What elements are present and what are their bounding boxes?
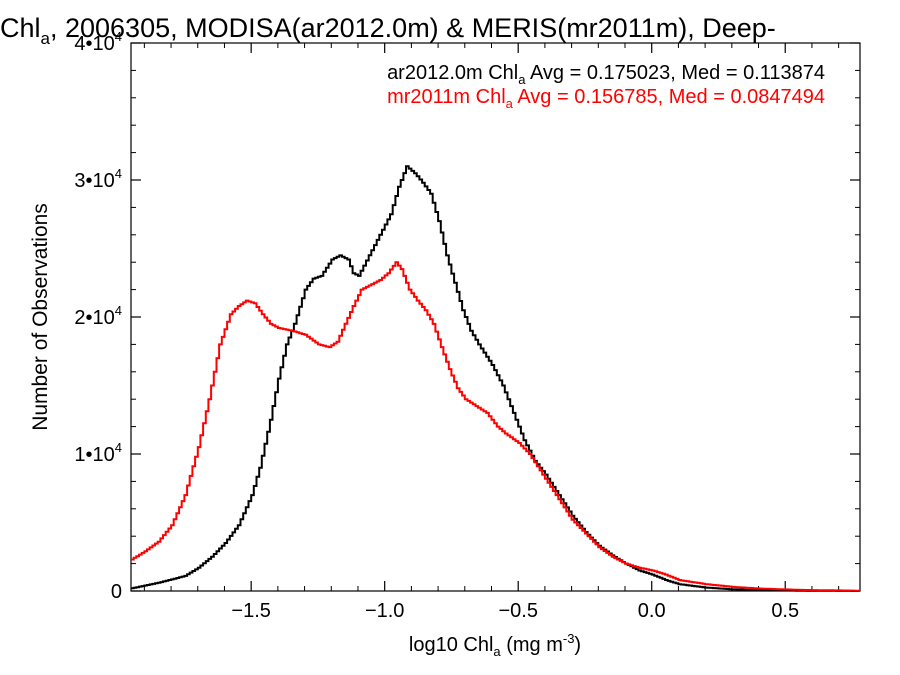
chart-title-prefix: Chl [0, 13, 41, 43]
y-tick-mantissa: 1•10 [74, 444, 114, 466]
x-axis-label-rest: (mg m [501, 634, 563, 656]
legend-mr2011-rest: Avg = 0.156785, Med = 0.0847494 [513, 86, 825, 108]
y-tick-label: 4•104 [74, 29, 122, 55]
series-lines [131, 165, 860, 592]
plot-frame [130, 42, 861, 592]
y-tick-label: 3•104 [74, 166, 122, 192]
y-tick-label: 1•104 [74, 440, 122, 466]
y-tick-mantissa: 0 [111, 581, 122, 603]
legend-ar2012-subscript: a [518, 72, 526, 87]
x-axis-label-close: ) [574, 634, 581, 656]
x-tick-label: −1.5 [231, 600, 270, 622]
x-axis-ticks: −1.5 −1.0 −0.5 0.0 0.5 [143, 43, 840, 622]
legend-ar2012-rest: Avg = 0.175023, Med = 0.113874 [525, 62, 825, 84]
x-axis-label-subscript: a [493, 644, 501, 659]
y-tick-exponent: 4 [115, 29, 122, 44]
x-axis-label-superscript: -3 [563, 631, 575, 646]
x-axis-label-prefix: log10 Chl [409, 634, 494, 656]
y-tick-exponent: 4 [115, 440, 122, 455]
y-tick-exponent: 4 [115, 166, 122, 181]
legend-entry-ar2012: ar2012.0m Chla Avg = 0.175023, Med = 0.1… [387, 62, 825, 87]
y-tick-mantissa: 4•10 [74, 33, 114, 55]
x-tick-label: 0.0 [638, 600, 666, 622]
y-tick-label: 2•104 [74, 303, 122, 329]
chart-title: Chla, 2006305, MODISA(ar2012.0m) & MERIS… [0, 13, 776, 48]
y-tick-exponent: 4 [115, 303, 122, 318]
legend-mr2011-prefix: mr2011m Chl [387, 86, 506, 108]
chart-title-rest: , 2006305, MODISA(ar2012.0m) & MERIS(mr2… [50, 13, 776, 43]
series-line-mr2011m [131, 261, 860, 592]
y-tick-mantissa: 2•10 [74, 307, 114, 329]
legend-ar2012-prefix: ar2012.0m Chl [387, 62, 518, 84]
x-tick-label: −0.5 [498, 600, 537, 622]
y-tick-label: 0 [111, 581, 122, 603]
legend-entry-mr2011: mr2011m Chla Avg = 0.156785, Med = 0.084… [387, 86, 825, 111]
legend-mr2011-subscript: a [506, 96, 514, 111]
y-axis-label: Number of Observations [29, 203, 52, 431]
x-axis-label: log10 Chla (mg m-3) [409, 631, 581, 659]
series-line-ar2012-0m [131, 165, 860, 592]
x-tick-label: 0.5 [771, 600, 799, 622]
chart-title-subscript: a [41, 29, 51, 48]
x-tick-label: −1.0 [365, 600, 404, 622]
y-tick-mantissa: 3•10 [74, 170, 114, 192]
